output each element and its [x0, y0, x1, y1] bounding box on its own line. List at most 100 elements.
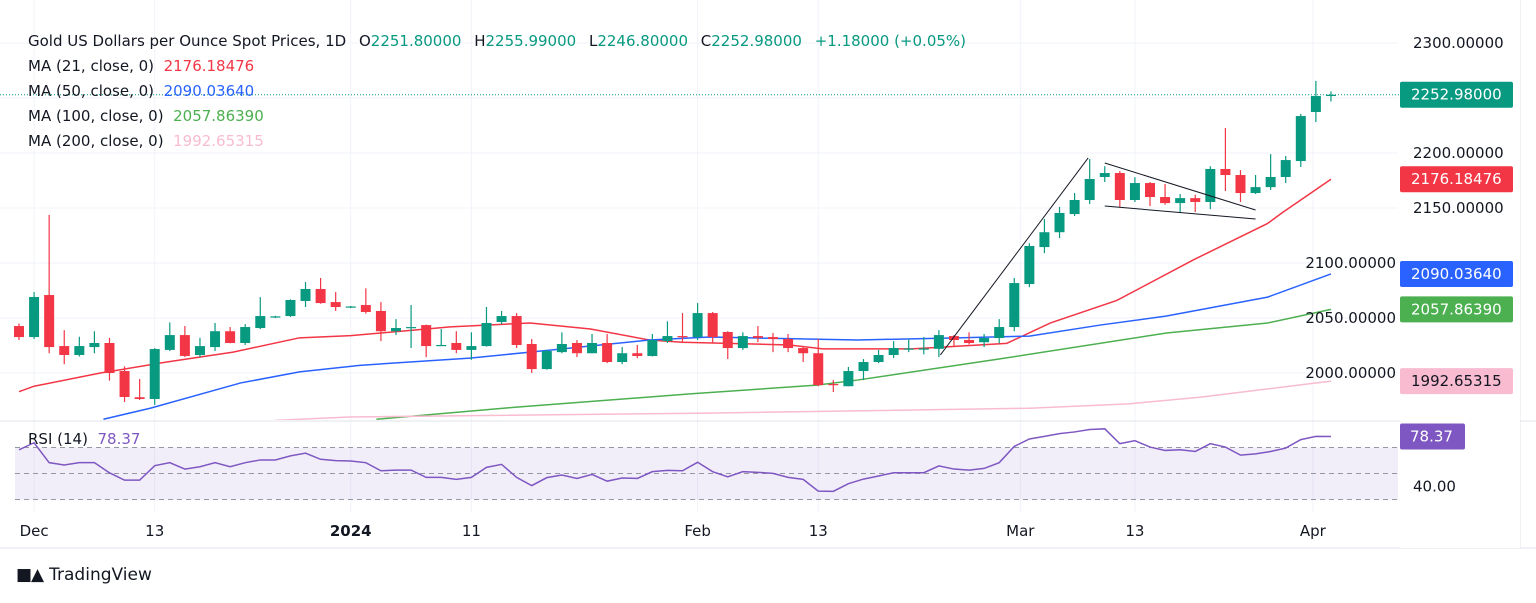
flag-upper-line[interactable] [1104, 162, 1256, 211]
candle[interactable] [677, 313, 688, 343]
candle[interactable] [285, 299, 296, 317]
candle[interactable] [451, 331, 462, 354]
candle[interactable] [768, 332, 778, 353]
candle[interactable] [888, 341, 899, 359]
candle[interactable] [1310, 80, 1321, 122]
candle[interactable] [29, 292, 40, 339]
candle[interactable] [1160, 184, 1171, 205]
candle[interactable] [330, 292, 341, 311]
candle[interactable] [662, 321, 673, 343]
flagpole-line[interactable] [939, 157, 1089, 356]
candle[interactable] [933, 330, 944, 358]
candle[interactable] [783, 333, 794, 353]
candle[interactable] [496, 310, 507, 325]
candle[interactable] [164, 322, 175, 352]
time-axis[interactable]: Dec 13 2024 11 Feb 13 Mar 13 Apr [20, 522, 1327, 540]
candle[interactable] [918, 337, 929, 355]
candle[interactable] [1054, 206, 1065, 239]
candle[interactable] [1175, 194, 1186, 213]
ma200-legend[interactable]: MA (200, close, 0) 1992.65315 [28, 129, 966, 154]
candle[interactable] [14, 323, 24, 341]
candle[interactable] [210, 322, 221, 352]
candle[interactable] [571, 340, 582, 358]
candle[interactable] [994, 319, 1005, 344]
price-axis[interactable]: 2300.00000 2200.00000 2150.00000 2100.00000… [1305, 0, 1520, 548]
ma50-legend[interactable]: MA (50, close, 0) 2090.03640 [28, 79, 966, 104]
candle[interactable] [1099, 166, 1110, 183]
candle[interactable] [556, 332, 567, 354]
candle[interactable] [617, 347, 628, 365]
candle[interactable] [1069, 193, 1080, 217]
candle[interactable] [707, 311, 718, 344]
candle[interactable] [858, 359, 869, 381]
candle[interactable] [225, 327, 236, 344]
candle[interactable] [300, 282, 311, 308]
ma21-legend[interactable]: MA (21, close, 0) 2176.18476 [28, 54, 966, 79]
candle[interactable] [44, 215, 55, 354]
candle[interactable] [240, 324, 251, 345]
candle[interactable] [1325, 91, 1336, 102]
candle[interactable] [421, 324, 432, 358]
candle[interactable] [1190, 194, 1201, 212]
candle[interactable] [1084, 159, 1095, 205]
candle[interactable] [541, 349, 552, 370]
candle[interactable] [89, 331, 100, 354]
candle[interactable] [1265, 154, 1276, 190]
candle[interactable] [526, 339, 537, 374]
candle[interactable] [1009, 277, 1020, 332]
candle[interactable] [1145, 182, 1155, 207]
candle[interactable] [692, 303, 703, 341]
candle[interactable] [375, 302, 386, 342]
candle[interactable] [74, 336, 85, 357]
tradingview-branding[interactable]: ■▲ TradingView [16, 565, 152, 585]
candle[interactable] [873, 349, 884, 364]
candle[interactable] [1295, 113, 1306, 167]
candle[interactable] [149, 348, 160, 405]
candle[interactable] [345, 305, 356, 309]
candle[interactable] [843, 366, 854, 387]
candle[interactable] [798, 346, 809, 363]
candle[interactable] [481, 307, 492, 347]
candle[interactable] [119, 366, 130, 403]
candle[interactable] [752, 326, 763, 343]
symbol-title[interactable]: Gold US Dollars per Ounce Spot Prices, 1… [28, 32, 347, 50]
candle[interactable] [1039, 219, 1050, 254]
candle[interactable] [511, 313, 522, 349]
candle[interactable] [737, 332, 748, 350]
candle[interactable] [964, 332, 975, 345]
candle[interactable] [436, 329, 447, 347]
candle[interactable] [360, 288, 371, 314]
candle[interactable] [647, 333, 658, 357]
candle[interactable] [104, 337, 115, 381]
candle[interactable] [391, 319, 401, 336]
candle[interactable] [722, 331, 733, 360]
candle[interactable] [587, 333, 598, 354]
candle[interactable] [1205, 166, 1216, 210]
candle[interactable] [270, 315, 281, 319]
rsi-legend[interactable]: RSI (14) 78.37 [28, 430, 140, 448]
candle[interactable] [315, 277, 326, 304]
candle[interactable] [828, 380, 839, 393]
candle[interactable] [813, 338, 824, 387]
candle[interactable] [1235, 170, 1246, 202]
candle[interactable] [1250, 175, 1261, 195]
candle[interactable] [255, 297, 266, 330]
candle[interactable] [1280, 155, 1291, 184]
flag-lower-line[interactable] [1104, 205, 1256, 220]
candle[interactable] [406, 305, 417, 349]
candle[interactable] [602, 333, 613, 364]
candle[interactable] [632, 344, 643, 359]
candle[interactable] [979, 333, 990, 348]
ma100-legend[interactable]: MA (100, close, 0) 2057.86390 [28, 104, 966, 129]
candle[interactable] [1129, 177, 1140, 202]
candle[interactable] [1114, 171, 1125, 207]
candle[interactable] [194, 337, 205, 358]
candle[interactable] [1220, 128, 1231, 191]
candle[interactable] [59, 330, 70, 365]
candle[interactable] [1024, 243, 1035, 288]
candle[interactable] [134, 379, 145, 400]
candle[interactable] [179, 326, 190, 358]
candle[interactable] [466, 332, 477, 360]
candle[interactable] [903, 338, 914, 353]
